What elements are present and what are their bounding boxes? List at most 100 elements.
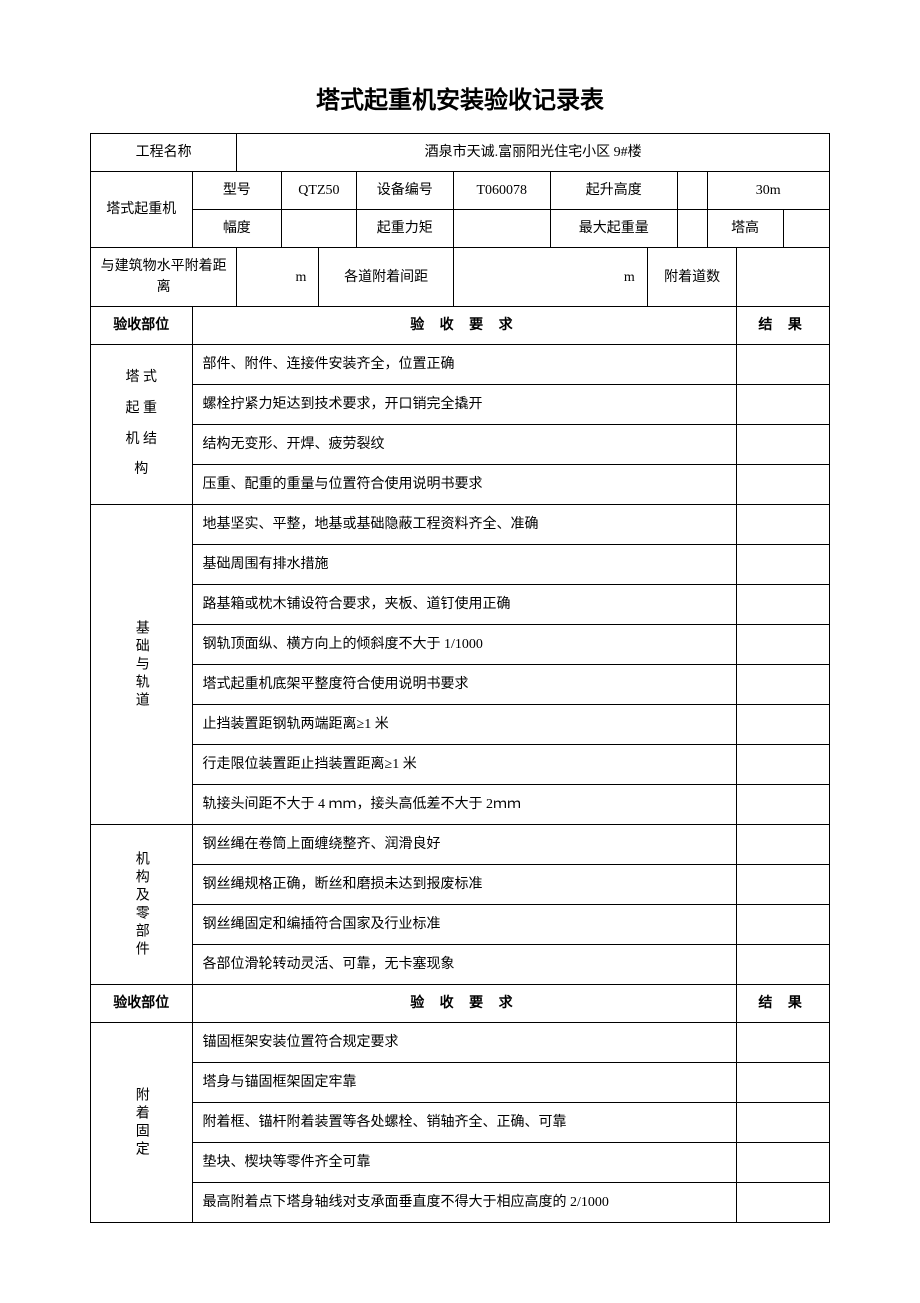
foundation-req-6: 止挡装置距钢轨两端距离≥1 米	[192, 705, 737, 745]
max-lift-value	[677, 210, 707, 248]
attachment-req-5: 最高附着点下塔身轴线对支承面垂直度不得大于相应高度的 2/1000	[192, 1183, 737, 1223]
attachment-row-1: 附着固定 锚固框架安装位置符合规定要求	[91, 1023, 830, 1063]
col-requirement-2: 验 收 要 求	[192, 985, 737, 1023]
lift-height-label: 起升高度	[550, 172, 677, 210]
attach-gap-value: m	[453, 248, 647, 307]
foundation-req-3: 路基箱或枕木铺设符合要求，夹板、道钉使用正确	[192, 585, 737, 625]
foundation-row-6: 止挡装置距钢轨两端距离≥1 米	[91, 705, 830, 745]
mechanism-res-3	[737, 905, 830, 945]
attachment-res-3	[737, 1103, 830, 1143]
attach-count-label: 附着道数	[647, 248, 737, 307]
structure-row-2: 螺栓拧紧力矩达到技术要求，开口销完全撬开	[91, 385, 830, 425]
structure-row-4: 压重、配重的重量与位置符合使用说明书要求	[91, 465, 830, 505]
column-header-row-1: 验收部位 验 收 要 求 结 果	[91, 307, 830, 345]
amplitude-label: 幅度	[192, 210, 282, 248]
document-title: 塔式起重机安装验收记录表	[90, 80, 830, 115]
attachment-section-label: 附着固定	[91, 1023, 193, 1223]
column-header-row-2: 验收部位 验 收 要 求 结 果	[91, 985, 830, 1023]
mechanism-res-1	[737, 825, 830, 865]
foundation-req-2: 基础周围有排水措施	[192, 545, 737, 585]
attachment-res-1	[737, 1023, 830, 1063]
col-requirement: 验 收 要 求	[192, 307, 737, 345]
structure-req-2: 螺栓拧紧力矩达到技术要求，开口销完全撬开	[192, 385, 737, 425]
col-section-2: 验收部位	[91, 985, 193, 1023]
amplitude-value	[282, 210, 357, 248]
mechanism-res-2	[737, 865, 830, 905]
attachment-row-3: 附着框、锚杆附着装置等各处螺栓、销轴齐全、正确、可靠	[91, 1103, 830, 1143]
header-row-attach: 与建筑物水平附着距离 m 各道附着间距 m 附着道数	[91, 248, 830, 307]
foundation-section-label: 基础与轨道	[91, 505, 193, 825]
foundation-res-8	[737, 785, 830, 825]
foundation-row-2: 基础周围有排水措施	[91, 545, 830, 585]
attachment-req-1: 锚固框架安装位置符合规定要求	[192, 1023, 737, 1063]
foundation-res-6	[737, 705, 830, 745]
col-result-2: 结 果	[737, 985, 830, 1023]
mechanism-section-label: 机构及零部件	[91, 825, 193, 985]
lift-height-value: 30m	[707, 172, 830, 210]
structure-req-1: 部件、附件、连接件安装齐全，位置正确	[192, 345, 737, 385]
foundation-row-8: 轨接头间距不大于 4 ｍｍ，接头高低差不大于 2ｍｍ	[91, 785, 830, 825]
attach-gap-label: 各道附着间距	[319, 248, 453, 307]
project-name-value: 酒泉市天诚.富丽阳光住宅小区 9#楼	[237, 134, 830, 172]
inspection-table: 工程名称 酒泉市天诚.富丽阳光住宅小区 9#楼 塔式起重机 型号 QTZ50 设…	[90, 133, 830, 1223]
foundation-res-5	[737, 665, 830, 705]
attachment-req-3: 附着框、锚杆附着装置等各处螺栓、销轴齐全、正确、可靠	[192, 1103, 737, 1143]
mechanism-row-2: 钢丝绳规格正确，断丝和磨损未达到报废标准	[91, 865, 830, 905]
attachment-row-2: 塔身与锚固框架固定牢靠	[91, 1063, 830, 1103]
attachment-row-5: 最高附着点下塔身轴线对支承面垂直度不得大于相应高度的 2/1000	[91, 1183, 830, 1223]
foundation-req-8: 轨接头间距不大于 4 ｍｍ，接头高低差不大于 2ｍｍ	[192, 785, 737, 825]
structure-req-4: 压重、配重的重量与位置符合使用说明书要求	[192, 465, 737, 505]
mechanism-row-4: 各部位滑轮转动灵活、可靠，无卡塞现象	[91, 945, 830, 985]
foundation-row-4: 钢轨顶面纵、横方向上的倾斜度不大于 1/1000	[91, 625, 830, 665]
equip-no-label: 设备编号	[356, 172, 453, 210]
attach-dist-value: m	[237, 248, 319, 307]
foundation-row-5: 塔式起重机底架平整度符合使用说明书要求	[91, 665, 830, 705]
foundation-res-3	[737, 585, 830, 625]
structure-res-4	[737, 465, 830, 505]
foundation-row-1: 基础与轨道 地基坚实、平整，地基或基础隐蔽工程资料齐全、准确	[91, 505, 830, 545]
header-row-crane-2: 幅度 起重力矩 最大起重量 塔高	[91, 210, 830, 248]
attachment-res-2	[737, 1063, 830, 1103]
mechanism-req-3: 钢丝绳固定和编插符合国家及行业标准	[192, 905, 737, 945]
structure-res-1	[737, 345, 830, 385]
structure-res-2	[737, 385, 830, 425]
model-label: 型号	[192, 172, 282, 210]
attachment-res-5	[737, 1183, 830, 1223]
foundation-row-7: 行走限位装置距止挡装置距离≥1 米	[91, 745, 830, 785]
col-section: 验收部位	[91, 307, 193, 345]
foundation-res-7	[737, 745, 830, 785]
lift-height-blank	[677, 172, 707, 210]
structure-row-3: 结构无变形、开焊、疲劳裂纹	[91, 425, 830, 465]
attachment-req-4: 垫块、楔块等零件齐全可靠	[192, 1143, 737, 1183]
structure-row-1: 塔 式 起 重 机 结 构 部件、附件、连接件安装齐全，位置正确	[91, 345, 830, 385]
project-name-label: 工程名称	[91, 134, 237, 172]
lift-torque-value	[453, 210, 550, 248]
foundation-res-4	[737, 625, 830, 665]
structure-res-3	[737, 425, 830, 465]
max-lift-label: 最大起重量	[550, 210, 677, 248]
mechanism-req-4: 各部位滑轮转动灵活、可靠，无卡塞现象	[192, 945, 737, 985]
attachment-req-2: 塔身与锚固框架固定牢靠	[192, 1063, 737, 1103]
col-result: 结 果	[737, 307, 830, 345]
foundation-req-7: 行走限位装置距止挡装置距离≥1 米	[192, 745, 737, 785]
equip-no-value: T060078	[453, 172, 550, 210]
mechanism-row-3: 钢丝绳固定和编插符合国家及行业标准	[91, 905, 830, 945]
mechanism-row-1: 机构及零部件 钢丝绳在卷筒上面缠绕整齐、润滑良好	[91, 825, 830, 865]
lift-torque-label: 起重力矩	[356, 210, 453, 248]
tower-height-value	[783, 210, 829, 248]
tower-height-label: 塔高	[707, 210, 783, 248]
attach-dist-label: 与建筑物水平附着距离	[91, 248, 237, 307]
header-row-crane-1: 塔式起重机 型号 QTZ50 设备编号 T060078 起升高度 30m	[91, 172, 830, 210]
attachment-res-4	[737, 1143, 830, 1183]
foundation-req-4: 钢轨顶面纵、横方向上的倾斜度不大于 1/1000	[192, 625, 737, 665]
foundation-req-5: 塔式起重机底架平整度符合使用说明书要求	[192, 665, 737, 705]
mechanism-req-2: 钢丝绳规格正确，断丝和磨损未达到报废标准	[192, 865, 737, 905]
foundation-res-2	[737, 545, 830, 585]
attach-count-value	[737, 248, 830, 307]
foundation-row-3: 路基箱或枕木铺设符合要求，夹板、道钉使用正确	[91, 585, 830, 625]
foundation-res-1	[737, 505, 830, 545]
crane-label: 塔式起重机	[91, 172, 193, 248]
model-value: QTZ50	[282, 172, 357, 210]
mechanism-req-1: 钢丝绳在卷筒上面缠绕整齐、润滑良好	[192, 825, 737, 865]
attachment-row-4: 垫块、楔块等零件齐全可靠	[91, 1143, 830, 1183]
